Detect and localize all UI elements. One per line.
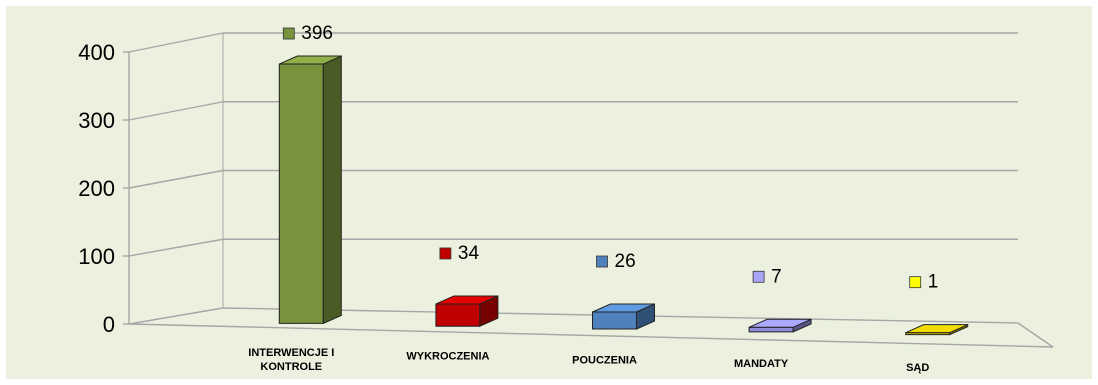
y-tick-label-200: 200 [78,176,115,201]
bar-chart: 0 100 200 300 400 396 34 26 7 1 INTERWENCJE I KON… [6,6,1092,379]
bar-top-3 [748,318,812,328]
data-label-4: 1 [928,272,939,293]
category-label-0-1: KONTROLE [260,361,322,373]
data-label-marker-3 [752,270,765,283]
data-label-1: 34 [458,243,480,264]
y-tick-label-0: 0 [103,312,115,337]
floor-right-edge [1017,322,1054,348]
chart-background [6,6,1092,379]
gridline-left-300 [128,101,224,121]
category-label-4-0: SĄD [906,362,929,374]
bar-2 [592,303,655,330]
bar-top-0 [279,55,342,65]
data-label-marker-2 [596,255,608,268]
bar-0 [278,55,342,325]
bar-front-3 [748,326,794,333]
bars [278,55,969,336]
bar-1 [435,295,499,327]
data-label-marker-4 [909,276,922,289]
gridlines [128,32,1054,348]
bar-front-0 [278,63,324,324]
data-label-2: 26 [615,251,636,272]
category-label-3-0: MANDATY [734,358,789,370]
category-labels: INTERWENCJE I KONTROLE WYKROCZENIA POUCZENI… [248,347,929,374]
y-tick-label-100: 100 [78,244,115,269]
bar-4 [905,323,969,336]
bar-top-1 [435,295,499,305]
bar-side-0 [322,55,342,325]
y-tick-label-400: 400 [78,40,115,65]
y-tick-label-300: 300 [78,108,115,133]
data-label-marker-1 [439,247,452,260]
data-label-marker-0 [282,27,295,40]
bar-top-2 [592,303,655,313]
gridline-left-400 [128,32,224,53]
x-axis-line [128,323,1054,348]
bar-3 [748,318,812,333]
data-labels: 396 34 26 7 1 [282,23,939,293]
category-label-2-0: POUCZENIA [572,354,637,366]
y-axis-ticks: 0 100 200 300 400 [78,40,129,337]
data-label-3: 7 [771,266,782,287]
bar-top-4 [905,324,968,334]
category-label-0-0: INTERWENCJE I [248,347,334,359]
gridline-left-200 [128,169,224,189]
gridline-left-0 [128,307,224,325]
bar-front-2 [592,311,637,330]
gridline-left-100 [128,238,224,257]
category-label-1-0: WYKROCZENIA [406,351,489,363]
bar-front-1 [435,303,481,327]
data-label-0: 396 [301,23,333,44]
